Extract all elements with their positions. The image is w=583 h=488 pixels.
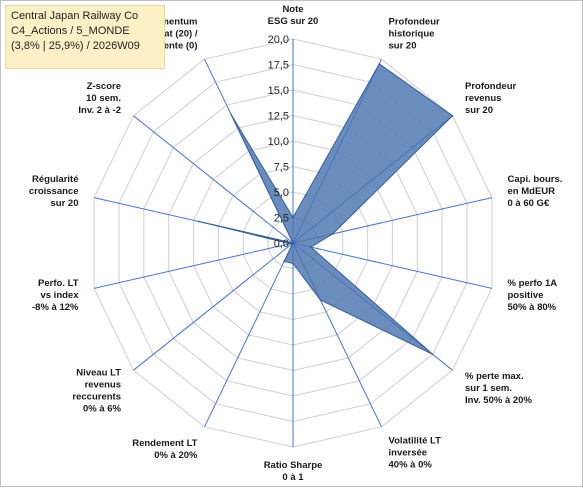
radar-spoke xyxy=(93,242,294,289)
radar-spoke xyxy=(133,115,294,244)
chart-title-box: Central Japan Railway Co C4_Actions / 5_… xyxy=(5,5,165,69)
radar-tick-labels: 0,0 2,5 5,0 7,5 10,0 12,5 15,0 17,5 20,0 xyxy=(268,34,289,250)
radar-spoke xyxy=(204,242,294,428)
axis-label: Volatilité LT inversée 40% à 0% xyxy=(389,436,442,471)
tick-label: 20,0 xyxy=(268,34,289,46)
axis-label: Momentum Achat (20) / Vente (0) xyxy=(146,16,198,51)
tick-label: 12,5 xyxy=(268,111,289,123)
series-point xyxy=(378,63,381,65)
series-point xyxy=(230,113,232,116)
chart-title-line-1: Central Japan Railway Co xyxy=(11,10,139,22)
axis-label: Perfo. LT vs index -8% à 12% xyxy=(32,278,79,313)
series-point xyxy=(292,262,294,265)
radar-axis-labels: Note ESG sur 20 Profondeur historique sur 20… xyxy=(29,4,563,483)
tick-label: 0,0 xyxy=(274,238,289,250)
radar-spoke xyxy=(292,242,493,289)
series-point xyxy=(332,233,334,235)
axis-label: Rendement LT 0% à 20% xyxy=(132,438,198,461)
tick-label: 10,0 xyxy=(268,136,289,148)
tick-label: 5,0 xyxy=(274,187,289,199)
axis-label: Note ESG sur 20 xyxy=(268,4,319,27)
axis-label: Profondeur historique sur 20 xyxy=(389,16,440,51)
series-point xyxy=(197,220,200,223)
chart-title-line-3: (3,8% | 25,9%) / 2026W09 xyxy=(11,40,140,52)
axis-label: Niveau LT revenus reccurents 0% à 6% xyxy=(72,368,121,415)
series-point xyxy=(431,353,434,356)
tick-label: 15,0 xyxy=(268,85,289,97)
series-point xyxy=(310,246,312,248)
series-point xyxy=(292,216,294,219)
axis-label: Profondeur revenus sur 20 xyxy=(465,81,516,116)
series-point xyxy=(289,242,291,245)
axis-label: Régularité croissance sur 20 xyxy=(29,174,79,209)
axis-label: Ratio Sharpe 0 à 1 xyxy=(264,460,323,483)
series-point xyxy=(451,115,454,117)
radar-series xyxy=(197,63,454,356)
axis-label: Z-score 10 sem. Inv. 2 à -2 xyxy=(78,81,121,116)
axis-label: Capi. bours. en MdEUR 0 à 60 G€ xyxy=(508,174,563,209)
series-point xyxy=(283,260,285,263)
series-point xyxy=(319,299,322,301)
chart-title-line-2: C4_Actions / 5_MONDE xyxy=(11,25,130,37)
series-point xyxy=(292,242,294,244)
radar-spoke xyxy=(133,242,294,371)
axis-label: % perfo 1A positive 50% à 80% xyxy=(508,278,558,313)
tick-label: 17,5 xyxy=(268,60,289,72)
tick-label: 2,5 xyxy=(274,213,289,225)
tick-label: 7,5 xyxy=(274,162,289,174)
axis-label: % perte max. sur 1 sem. Inv. 50% à 20% xyxy=(465,371,532,406)
